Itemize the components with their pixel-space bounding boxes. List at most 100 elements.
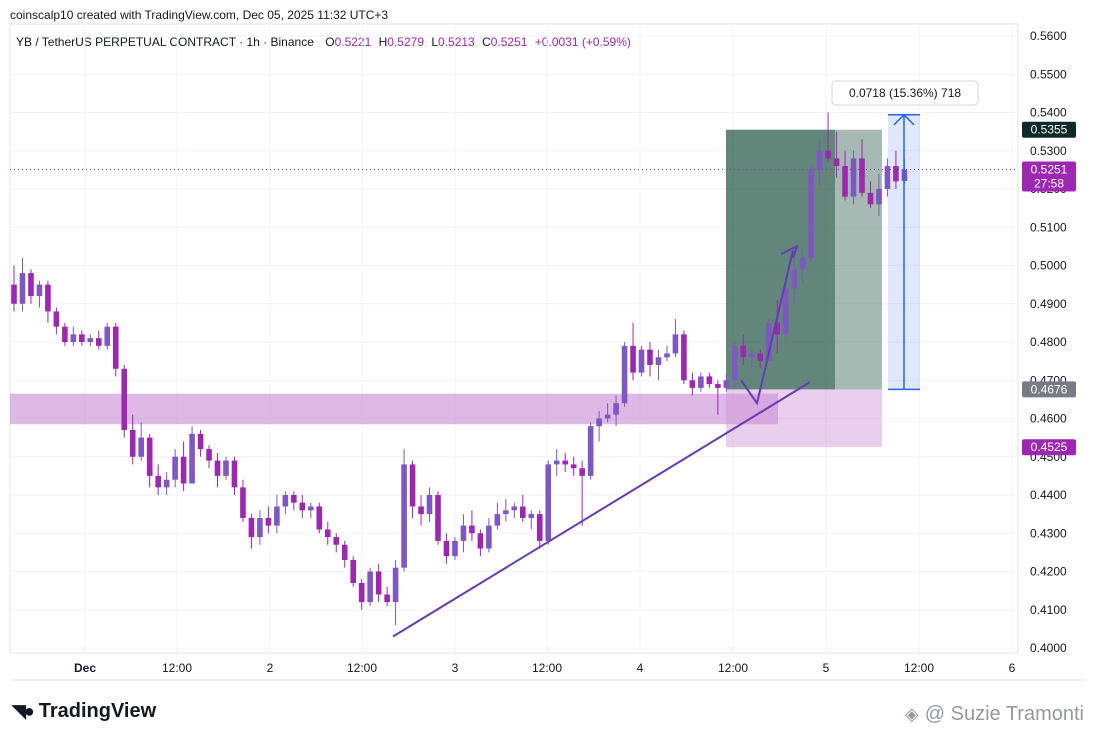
time-tick-label: Dec	[74, 661, 96, 675]
candle-body	[520, 506, 526, 518]
demand-zone	[10, 393, 778, 425]
candle-body	[503, 510, 509, 515]
candle-body	[299, 502, 306, 511]
candle-body	[757, 353, 764, 362]
candle-body	[189, 433, 195, 484]
candle-body	[893, 166, 899, 182]
candle-body	[494, 514, 501, 526]
time-tick-label: 12:00	[904, 661, 934, 675]
candle-body	[664, 353, 670, 358]
candle-body	[231, 460, 238, 488]
price-tick-label: 0.4300	[1030, 526, 1067, 540]
candle-body	[842, 166, 848, 197]
ohlc-close-value: 0.5251	[490, 35, 528, 49]
time-tick-label: 4	[637, 661, 644, 675]
candle-body	[180, 456, 187, 484]
countdown-label: 27:58	[1034, 176, 1064, 190]
candle-body	[384, 594, 390, 603]
price-tick-label: 0.4100	[1030, 603, 1067, 617]
candle-body	[562, 460, 568, 465]
candle-body	[715, 384, 721, 388]
candle-body	[460, 525, 467, 541]
candle-body	[732, 345, 738, 381]
candle-body	[375, 571, 382, 595]
candle-body	[791, 269, 797, 289]
price-tick-label: 0.4900	[1030, 297, 1067, 311]
candle-body	[647, 349, 653, 365]
candle-body	[774, 322, 780, 335]
price-tick-label: 0.5000	[1030, 259, 1067, 273]
take-profit-tag: 0.5355	[1031, 123, 1068, 137]
candle-body	[477, 533, 484, 549]
time-tick-label: 12:00	[718, 661, 748, 675]
candle-body	[435, 495, 441, 541]
ohlc-high-label: H	[378, 35, 388, 49]
candle-body	[859, 158, 865, 193]
candle-body	[19, 273, 26, 304]
entry-price-tag-box	[1022, 381, 1076, 398]
last-price-tag: 0.5251	[1031, 162, 1068, 176]
candle-body	[45, 284, 51, 312]
candle-body	[579, 468, 585, 476]
candle-body	[698, 376, 704, 388]
candle-body	[638, 349, 645, 373]
tradingview-logo-text: TradingView	[38, 700, 157, 722]
watermark-text: @ Suzie Tramonti	[924, 703, 1084, 725]
candle-body	[884, 166, 891, 189]
candle-body	[138, 437, 144, 457]
last-price-tag-box	[1022, 161, 1076, 192]
price-tick-label: 0.5500	[1030, 67, 1067, 81]
candle-body	[104, 326, 111, 346]
candle-body	[443, 540, 450, 557]
candle-body	[129, 429, 136, 457]
stop-price-tag: 0.4525	[1031, 440, 1068, 454]
candle-body	[596, 418, 602, 427]
take-profit-tag-box	[1022, 121, 1076, 138]
annotations: 0.0718 (15.36%) 718	[392, 80, 979, 638]
candle-body	[70, 334, 77, 342]
candle-body	[11, 284, 17, 304]
candle-body	[358, 582, 365, 603]
price-tick-label: 0.4800	[1030, 335, 1067, 349]
candle-body	[867, 192, 874, 205]
tradingview-logo-mark-icon: ◥●	[12, 701, 35, 721]
candle-body	[240, 487, 246, 518]
time-axis[interactable]: Dec 12:00 2 12:00 3 12:00 4 12:00 5 12:00 6	[74, 661, 1016, 675]
symbol-title[interactable]: YB / TetherUS PERPETUAL CONTRACT · 1h · …	[16, 35, 314, 49]
price-tick-label: 0.4000	[1030, 641, 1067, 655]
price-axis[interactable]: 0.56000.55000.54000.53000.52000.51000.50…	[1022, 29, 1076, 655]
candle-body	[401, 464, 407, 568]
candle-body	[545, 464, 552, 541]
chart-header: coinscalp10 created with TradingView.com…	[10, 8, 388, 22]
measure-label-box	[831, 80, 979, 106]
candle-body	[833, 158, 840, 167]
candle-body	[782, 288, 789, 335]
candle-body	[392, 567, 399, 603]
projection-arrowhead	[780, 244, 799, 259]
plot-frame	[9, 23, 1019, 654]
time-tick-label: 12:00	[162, 661, 192, 675]
candle-body	[613, 403, 619, 415]
projection-path	[740, 249, 794, 406]
candle-body	[214, 460, 221, 476]
time-tick-label: 12:00	[347, 661, 377, 675]
price-tick-label: 0.5400	[1030, 106, 1067, 120]
candle-body	[333, 537, 340, 545]
diamond-logo-icon: ◈	[904, 704, 919, 724]
tradingview-logo[interactable]: ◥● TradingView	[12, 700, 156, 723]
price-tick-label: 0.5600	[1030, 29, 1067, 43]
candle-body	[452, 540, 458, 557]
candle-body	[553, 460, 560, 465]
ohlc-low-label: L	[431, 35, 439, 49]
candle-body	[28, 273, 34, 297]
candle-body	[282, 495, 289, 507]
time-tick-label: 6	[1009, 661, 1016, 675]
ohlc-low-value: 0.5213	[438, 35, 475, 49]
ohlc-change: +0.0031 (+0.59%)	[534, 35, 631, 49]
candle-body	[723, 380, 730, 388]
ohlc-high-value: 0.5279	[387, 35, 424, 49]
candle-body	[655, 357, 662, 365]
candle-body	[79, 334, 85, 342]
candle-body	[223, 460, 229, 476]
